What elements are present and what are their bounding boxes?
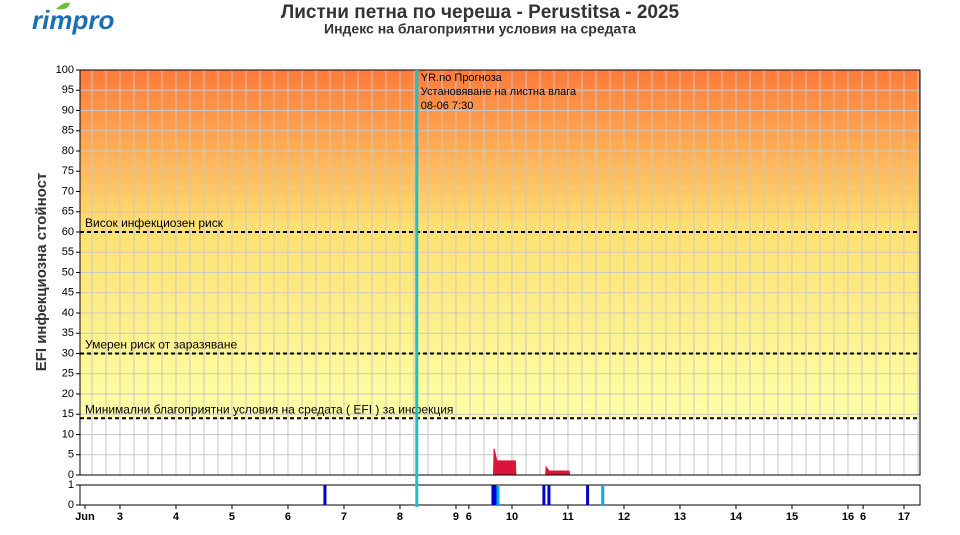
y-tick-label: 0 xyxy=(68,499,74,511)
y-tick-label: 25 xyxy=(62,368,74,380)
threshold-label: Висок инфекциозен риск xyxy=(85,216,224,230)
x-tick-label: 5 xyxy=(229,511,235,523)
y-tick-label: 20 xyxy=(62,388,74,400)
x-tick-label: 7 xyxy=(341,511,347,523)
chart-title: Листни петна по череша - Perustitsa - 20… xyxy=(281,2,680,23)
y-tick-label: 75 xyxy=(62,165,74,177)
x-tick-label: 11 xyxy=(562,511,574,523)
x-tick-label: 12 xyxy=(618,511,630,523)
x-tick-label: 14 xyxy=(730,511,743,523)
y-tick-label: 40 xyxy=(62,307,74,319)
x-tick-label: 3 xyxy=(117,511,123,523)
x-tick-label: 6 xyxy=(860,511,866,523)
y-tick-label: 65 xyxy=(62,206,74,218)
x-tick-label: 10 xyxy=(506,511,518,523)
y-tick-label: 90 xyxy=(62,104,74,116)
wetness-bar xyxy=(493,485,497,505)
x-tick-label: 8 xyxy=(397,511,403,523)
wetness-bar xyxy=(601,485,605,505)
risk-background xyxy=(80,70,920,419)
wetness-bar xyxy=(542,485,546,505)
wetness-bar xyxy=(496,485,500,505)
x-tick-label: 13 xyxy=(674,511,686,523)
y-tick-label: 100 xyxy=(56,64,74,76)
y-tick-label: 80 xyxy=(62,145,74,157)
y-tick-label: 5 xyxy=(68,449,74,461)
y-tick-label: 0 xyxy=(68,469,74,481)
y-tick-label: 60 xyxy=(62,226,74,238)
y-axis-label: EFI инфекциозна стойност xyxy=(33,173,50,372)
x-tick-label: Jun xyxy=(75,511,95,523)
x-tick-label: 15 xyxy=(786,511,798,523)
x-tick-label: 9 xyxy=(453,511,459,523)
y-tick-label: 85 xyxy=(62,125,74,137)
x-tick-label: 6 xyxy=(466,511,472,523)
y-tick-label: 50 xyxy=(62,266,74,278)
wetness-bar xyxy=(586,485,590,505)
plot-frame xyxy=(79,69,921,476)
x-tick-label: 16 xyxy=(842,511,854,523)
y-tick-label: 15 xyxy=(62,408,74,420)
logo-leaf xyxy=(56,2,70,10)
x-tick-label: 4 xyxy=(173,511,180,523)
y-tick-label: 10 xyxy=(62,428,74,440)
forecast-label: 08-06 7:30 xyxy=(421,100,474,112)
y-tick-label: 30 xyxy=(62,347,74,359)
y-tick-label: 35 xyxy=(62,327,74,339)
threshold-label: Минимални благоприятни условия на средат… xyxy=(85,402,453,416)
strip-background xyxy=(79,484,921,506)
threshold-label: Умерен риск от заразяване xyxy=(85,338,237,352)
y-tick-label: 70 xyxy=(62,185,74,197)
forecast-label: YR.no Прогноза xyxy=(421,72,503,84)
wetness-bar xyxy=(491,485,495,505)
wetness-bar xyxy=(323,485,327,505)
x-tick-label: 6 xyxy=(285,511,291,523)
chart-subtitle: Индекс на благоприятни условия на средат… xyxy=(324,21,636,37)
logo-text: rimpro xyxy=(32,5,114,35)
y-tick-label: 95 xyxy=(62,84,74,96)
x-tick-label: 17 xyxy=(898,511,910,523)
y-tick-label: 45 xyxy=(62,287,74,299)
wetness-bar xyxy=(547,485,551,505)
forecast-label: Установяване на листна влага xyxy=(421,86,577,98)
y-tick-label: 1 xyxy=(68,479,74,491)
logo: rimpro xyxy=(32,2,114,35)
y-tick-label: 55 xyxy=(62,246,74,258)
